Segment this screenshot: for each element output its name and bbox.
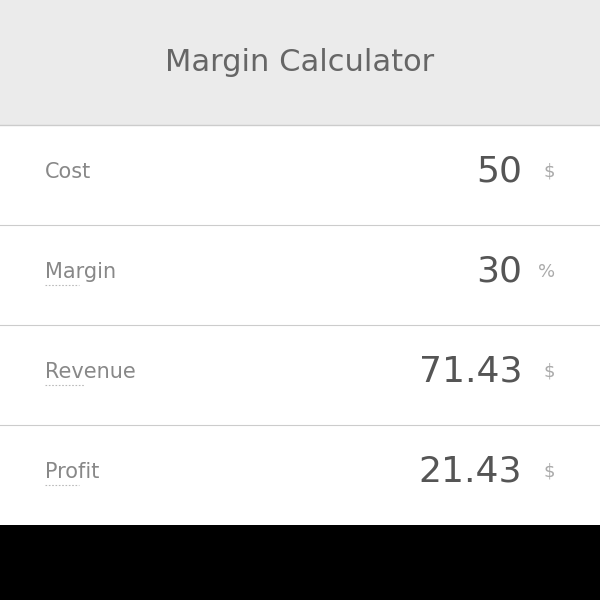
Text: %: % (538, 263, 555, 281)
Text: Revenue: Revenue (45, 362, 136, 382)
Text: Margin Calculator: Margin Calculator (166, 48, 434, 77)
Text: 71.43: 71.43 (419, 355, 522, 389)
Text: $: $ (544, 463, 555, 481)
Text: 21.43: 21.43 (419, 455, 522, 489)
Text: Margin: Margin (45, 262, 116, 282)
Text: 50: 50 (476, 155, 522, 189)
Text: 30: 30 (476, 255, 522, 289)
Text: $: $ (544, 163, 555, 181)
Text: Cost: Cost (45, 162, 91, 182)
Text: $: $ (544, 363, 555, 381)
Text: Profit: Profit (45, 462, 100, 482)
